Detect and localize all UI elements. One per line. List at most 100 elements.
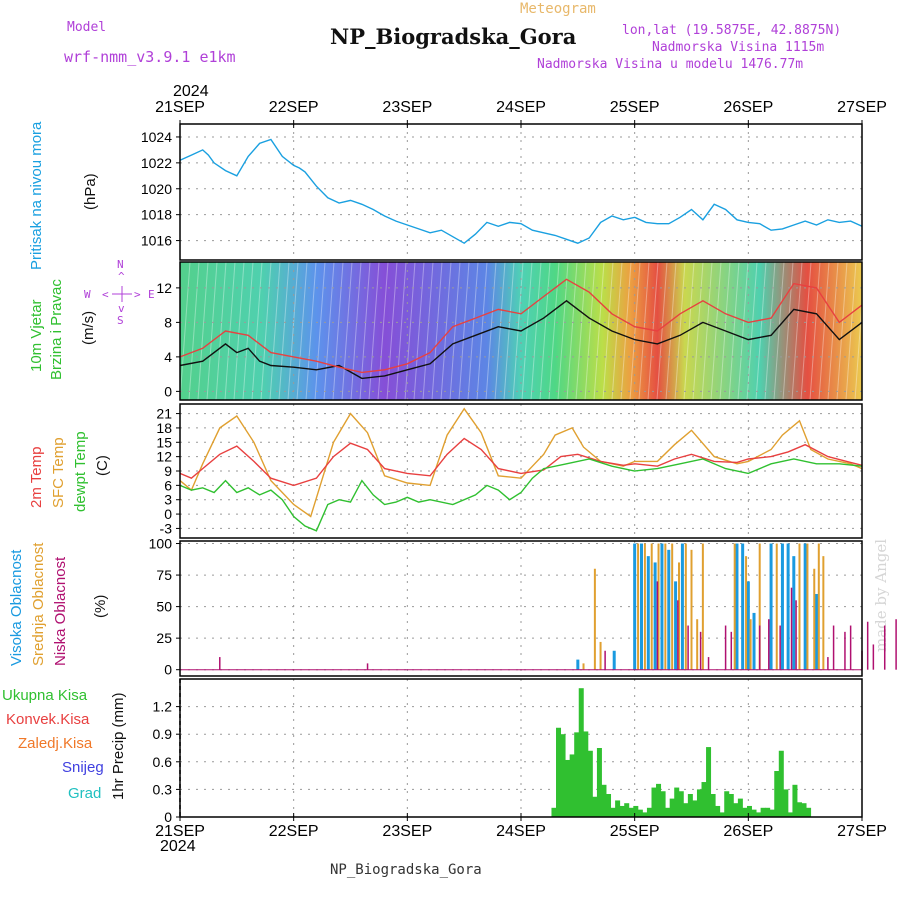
meteogram-label: Meteogram (520, 1, 596, 17)
wind-barb (215, 261, 227, 401)
y-tick-label: 0 (164, 506, 172, 522)
wind-barb (665, 261, 677, 401)
compass-right: > (134, 288, 141, 301)
bar-precip (665, 807, 671, 817)
bar-precip (646, 807, 652, 817)
freezing-rain-label: Zaledj.Kisa (18, 735, 93, 752)
bar-cloud-2 (895, 619, 897, 670)
bar-precip (806, 807, 812, 817)
bar-cloud-1 (671, 543, 674, 670)
x-tick-label-bottom: 25SEP (610, 823, 660, 840)
compass-e: E (148, 288, 155, 301)
wind-barb (197, 261, 209, 401)
y-tick-label: 25 (156, 630, 172, 646)
series-pressure (179, 138, 863, 245)
bar-cloud-0 (815, 593, 819, 670)
bar-cloud-0 (653, 562, 657, 670)
panel-frame (179, 540, 863, 677)
x-tick-label-bottom: 23SEP (382, 823, 432, 840)
bar-cloud-2 (724, 625, 727, 670)
bar-cloud-0 (792, 556, 796, 670)
wind-barb (629, 261, 641, 401)
wind-barb (692, 261, 704, 401)
y-tick-label: 1022 (141, 155, 172, 171)
wind-barb (593, 261, 605, 401)
x-tick-label-top: 23SEP (382, 99, 432, 116)
wind-barb (782, 261, 794, 401)
bar-cloud-1 (817, 543, 820, 670)
wind-barb (359, 261, 371, 401)
bar-precip (615, 800, 621, 817)
compass-n: N (117, 258, 124, 271)
bar-precip (637, 809, 643, 817)
y-tick-label: 6 (164, 477, 172, 493)
bar-cloud-2 (790, 587, 793, 670)
page-title: NP_Biogradska_Gora (330, 24, 577, 49)
x-tick-label-top: 24SEP (496, 99, 546, 116)
hail-label: Grad (68, 785, 102, 802)
bar-cloud-0 (769, 543, 773, 670)
wind-barb (548, 261, 560, 401)
bar-cloud-1 (690, 549, 693, 670)
x-tick-label-bottom: 22SEP (269, 823, 319, 840)
bar-precip (606, 794, 612, 817)
panel-frame (179, 123, 863, 261)
bar-cloud-1 (677, 562, 680, 670)
panel-pressure: 1016 1018 1020 1022 1024 (141, 124, 863, 260)
wind-barb (251, 261, 263, 401)
wind-barb (539, 261, 551, 401)
y-tick-label: 0 (164, 809, 172, 825)
bar-precip (796, 802, 802, 817)
wind-barb (485, 261, 497, 401)
bar-cloud-1 (798, 543, 801, 670)
wind-barb (278, 261, 290, 401)
wind-barb (638, 261, 650, 401)
bar-cloud-2 (366, 663, 369, 670)
bar-cloud-1 (657, 543, 660, 670)
altitude-text: Nadmorska Visina 1115m (652, 40, 825, 55)
compass-icon: N ^ W < > E v S (84, 258, 155, 326)
bar-cloud-0 (674, 581, 678, 670)
bar-precip (701, 782, 707, 817)
bar-precip (556, 727, 562, 817)
y-tick-label: 18 (156, 420, 172, 436)
y-tick-label: 12 (156, 280, 172, 296)
bar-cloud-1 (745, 556, 748, 670)
wind-barb (260, 261, 272, 401)
series-wind-gust (179, 278, 863, 374)
bar-cloud-1 (758, 543, 761, 670)
wind-barb (737, 261, 749, 401)
bar-cloud-0 (667, 549, 671, 670)
bar-precip (787, 812, 793, 817)
bar-cloud-1 (582, 663, 585, 670)
y-tick-label: 50 (156, 599, 172, 615)
bar-precip (642, 812, 648, 817)
bar-precip (551, 807, 557, 817)
wind-barb (242, 261, 254, 401)
bar-precip (774, 771, 780, 817)
y-tick-label: 4 (164, 349, 172, 365)
bar-precip (560, 734, 566, 817)
wind-barb (305, 261, 317, 401)
bar-precip (769, 809, 775, 817)
bar-precip (692, 800, 698, 817)
bar-cloud-0 (735, 543, 739, 670)
wind-barb (476, 261, 488, 401)
wind-barb (755, 261, 767, 401)
wind-barb (800, 261, 812, 401)
wind-barb (233, 261, 245, 401)
bar-cloud-2 (795, 600, 797, 670)
bar-precip (592, 796, 598, 817)
snow-label: Snijeg (62, 759, 104, 776)
bar-cloud-2 (687, 625, 689, 670)
bar-precip (756, 812, 762, 817)
wind-barb (854, 261, 866, 401)
wind-barb (287, 261, 299, 401)
bar-precip (792, 784, 798, 817)
wind-barb (764, 261, 776, 401)
year-top: 2024 (173, 83, 209, 100)
x-tick-label-top: 27SEP (837, 99, 887, 116)
bar-cloud-2 (849, 625, 852, 670)
wind-barb (818, 261, 830, 401)
bar-cloud-1 (749, 619, 752, 670)
